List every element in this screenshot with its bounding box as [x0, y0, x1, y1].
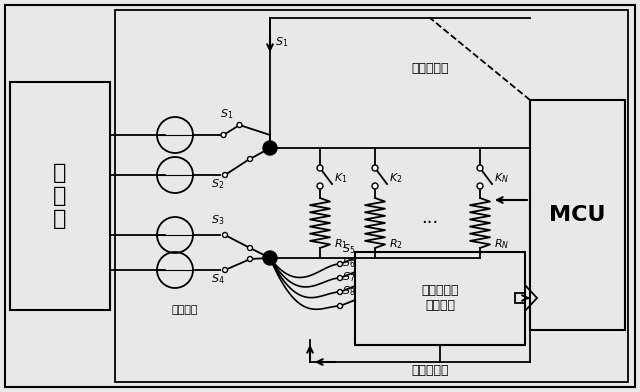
- Circle shape: [248, 256, 253, 261]
- Circle shape: [223, 232, 227, 238]
- Circle shape: [477, 183, 483, 189]
- Circle shape: [477, 165, 483, 171]
- Text: $S_1$: $S_1$: [220, 107, 233, 121]
- Circle shape: [337, 261, 342, 267]
- Text: $S_4$: $S_4$: [211, 272, 225, 286]
- Circle shape: [337, 276, 342, 281]
- Circle shape: [248, 245, 253, 250]
- Text: ...: ...: [421, 209, 438, 227]
- Text: 继电器控制: 继电器控制: [412, 363, 449, 376]
- Text: $K_N$: $K_N$: [494, 171, 509, 185]
- Circle shape: [317, 165, 323, 171]
- Text: $R_N$: $R_N$: [494, 237, 509, 251]
- Text: $K_1$: $K_1$: [334, 171, 348, 185]
- Text: 继电器控制: 继电器控制: [412, 62, 449, 74]
- Circle shape: [237, 123, 242, 127]
- Bar: [355, 252, 525, 345]
- Text: $S_1$: $S_1$: [275, 35, 288, 49]
- Text: $R_2$: $R_2$: [389, 237, 403, 251]
- Circle shape: [372, 183, 378, 189]
- Bar: [10, 82, 110, 310]
- Circle shape: [263, 251, 277, 265]
- Bar: [530, 100, 625, 330]
- Circle shape: [223, 267, 227, 272]
- Text: $S_5$: $S_5$: [342, 242, 355, 256]
- Text: MCU: MCU: [548, 205, 605, 225]
- Circle shape: [317, 183, 323, 189]
- Text: $S_6$: $S_6$: [342, 256, 355, 270]
- Bar: [115, 10, 628, 382]
- Text: 四线制电阶
测量电路: 四线制电阶 测量电路: [421, 284, 459, 312]
- Text: $S_8$: $S_8$: [342, 284, 355, 298]
- Text: $R_1$: $R_1$: [334, 237, 348, 251]
- Circle shape: [221, 132, 226, 138]
- Text: $S_3$: $S_3$: [211, 213, 225, 227]
- Text: $K_2$: $K_2$: [389, 171, 403, 185]
- Text: 接线端子: 接线端子: [172, 305, 198, 315]
- Text: $S_2$: $S_2$: [211, 177, 225, 191]
- Circle shape: [223, 172, 227, 178]
- Text: $S_7$: $S_7$: [342, 270, 355, 284]
- Text: 采
集
器: 采 集 器: [53, 163, 67, 229]
- Circle shape: [248, 156, 253, 162]
- Circle shape: [337, 303, 342, 309]
- Circle shape: [337, 290, 342, 294]
- Circle shape: [372, 165, 378, 171]
- Circle shape: [263, 141, 277, 155]
